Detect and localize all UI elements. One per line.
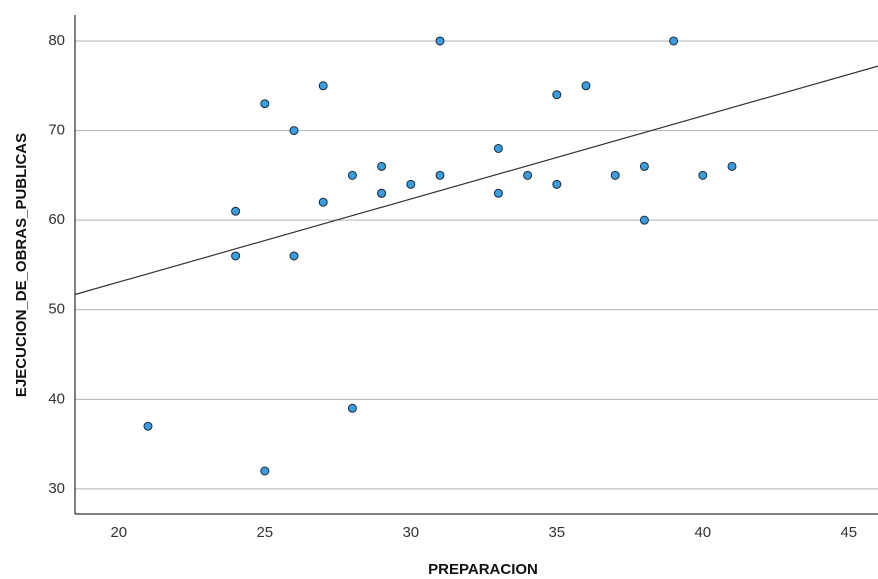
x-tick-label: 25: [256, 524, 273, 541]
point: [435, 170, 445, 180]
point: [552, 90, 562, 100]
point: [289, 126, 299, 136]
x-tick-label: 30: [402, 524, 419, 541]
point: [260, 99, 270, 109]
point: [523, 170, 533, 180]
y-tick-label: 30: [48, 480, 65, 497]
point: [669, 36, 679, 46]
point: [406, 179, 416, 189]
y-tick-label: 50: [48, 301, 65, 318]
x-tick-label: 35: [548, 524, 565, 541]
point: [493, 143, 503, 153]
x-tick-label: 20: [110, 524, 127, 541]
point: [552, 179, 562, 189]
y-axis-title: EJECUCION_DE_OBRAS_PUBLICAS: [13, 133, 30, 397]
x-tick-label: 40: [694, 524, 711, 541]
point: [318, 197, 328, 207]
point: [698, 170, 708, 180]
point: [347, 403, 357, 413]
point: [639, 161, 649, 171]
point: [318, 81, 328, 91]
y-tick-label: 70: [48, 122, 65, 139]
point: [435, 36, 445, 46]
point: [727, 161, 737, 171]
point: [581, 81, 591, 91]
point: [610, 170, 620, 180]
point: [493, 188, 503, 198]
point: [260, 466, 270, 476]
fit-line: [74, 65, 878, 296]
point: [347, 170, 357, 180]
y-tick-label: 60: [48, 211, 65, 228]
y-tick-label: 40: [48, 390, 65, 407]
point: [231, 206, 241, 216]
point: [231, 251, 241, 261]
x-axis-title: PREPARACION: [428, 561, 538, 578]
point: [377, 161, 387, 171]
x-tick-label: 45: [840, 524, 857, 541]
point: [639, 215, 649, 225]
point: [377, 188, 387, 198]
point: [289, 251, 299, 261]
y-tick-label: 80: [48, 32, 65, 49]
point: [143, 421, 153, 431]
